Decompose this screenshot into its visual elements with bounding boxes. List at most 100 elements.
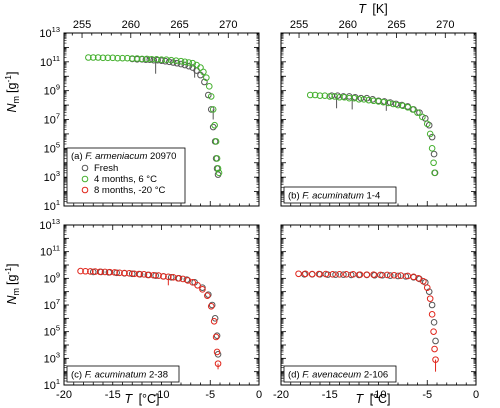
y-axis-unit-close: ]: [5, 71, 19, 74]
data-point: [128, 270, 136, 278]
data-point: [341, 93, 348, 101]
data-point: [431, 169, 438, 177]
data-point: [150, 271, 157, 279]
bottom-axis-symbol: T: [355, 392, 364, 406]
data-point: [315, 270, 323, 278]
y-axis-symbol: N: [5, 103, 19, 113]
bottom-axis-symbol: T: [124, 392, 133, 406]
data-point: [431, 345, 438, 353]
data-point: [89, 54, 97, 61]
svg-text:T [°C]: T [°C]: [124, 392, 159, 406]
data-point: [130, 270, 138, 278]
y-tick-label: 107: [44, 297, 60, 312]
y-tick-label: 109: [44, 83, 60, 98]
data-point: [114, 54, 121, 62]
data-point: [163, 56, 170, 64]
y-tick-label: 105: [44, 140, 60, 155]
data-point: [210, 317, 218, 325]
data-point: [205, 291, 212, 298]
y-axis-symbol: N: [5, 295, 19, 305]
data-point: [194, 282, 201, 289]
data-point: [155, 272, 162, 279]
data-point: [128, 55, 136, 62]
panel-label-text: (d) F. avenaceum 2-106: [288, 370, 388, 381]
data-point: [365, 96, 373, 104]
data-point: [77, 267, 84, 275]
y-axis-unit: [g: [5, 83, 19, 93]
data-point: [212, 138, 220, 145]
data-point: [390, 271, 398, 279]
data-point: [214, 360, 222, 367]
data-point: [386, 272, 394, 279]
data-point: [415, 275, 422, 282]
data-point: [375, 98, 382, 105]
data-point: [197, 64, 204, 71]
x-tick-label: -15: [105, 389, 121, 401]
y-axis-subscript: m: [11, 96, 21, 104]
bottom-axis-unit: [°C]: [370, 392, 391, 406]
data-point: [322, 270, 330, 278]
data-point: [126, 269, 133, 277]
data-point: [295, 270, 302, 278]
data-point: [185, 59, 193, 66]
data-point: [420, 277, 427, 285]
y-axis-unit-close: ]: [5, 263, 19, 266]
x-tick-label: -15: [322, 389, 338, 401]
top-axis-unit: [K]: [372, 2, 387, 16]
top-x-tick-label: 260: [339, 19, 357, 31]
data-point: [383, 271, 391, 279]
data-point: [160, 273, 167, 280]
data-point: [432, 356, 439, 363]
y-axis-unit-exp: -1: [3, 75, 13, 83]
y-tick-label: 1013: [39, 217, 60, 232]
top-x-tick-label: 255: [290, 19, 308, 31]
y-axis-title-bottom: Nm [g-1]: [3, 263, 21, 304]
data-point: [430, 159, 437, 167]
y-tick-label: 103: [44, 350, 60, 365]
data-point: [172, 57, 180, 64]
data-point: [85, 54, 92, 61]
data-point: [207, 106, 215, 113]
data-point: [336, 271, 343, 278]
data-point: [145, 271, 153, 279]
x-tick-label: -5: [205, 389, 215, 401]
data-point: [306, 91, 314, 99]
data-point: [329, 271, 336, 278]
series-4-months-6-c: [306, 91, 438, 177]
data-point: [138, 55, 146, 63]
y-tick-label: 101: [44, 198, 60, 213]
data-point: [380, 98, 387, 106]
data-point: [311, 91, 319, 99]
data-point: [340, 271, 347, 278]
data-point: [356, 271, 364, 278]
y-axis-unit-exp: -1: [3, 267, 13, 275]
top-axis-title: T [K]: [358, 2, 387, 16]
data-point: [181, 58, 189, 66]
svg-text:T [°C]: T [°C]: [355, 392, 390, 406]
top-x-tick-label: 270: [436, 19, 454, 31]
data-point: [398, 101, 406, 109]
data-point: [203, 74, 210, 81]
data-point: [91, 268, 99, 275]
series-8-months-20-c: [77, 267, 222, 367]
panel-label: (b) F. acuminatum 1-4: [283, 186, 397, 204]
top-x-tick-label: 255: [73, 19, 91, 31]
data-point: [199, 286, 206, 293]
y-tick-label: 1011: [40, 244, 60, 259]
data-point: [104, 54, 112, 62]
data-point: [101, 268, 109, 276]
data-point: [370, 97, 377, 105]
data-point: [369, 96, 376, 103]
data-point: [428, 301, 436, 309]
panel-a: 255 260 265 270 101 103 105 107 109 1011 1013 (a) F…: [39, 19, 260, 213]
bottom-axis-unit: [°C]: [139, 392, 160, 406]
data-point: [419, 113, 426, 121]
data-point: [321, 92, 329, 99]
data-point: [428, 311, 436, 318]
data-point: [426, 130, 434, 138]
data-point: [409, 106, 416, 113]
data-point: [414, 109, 421, 116]
data-point: [208, 301, 216, 309]
data-point: [167, 273, 175, 281]
